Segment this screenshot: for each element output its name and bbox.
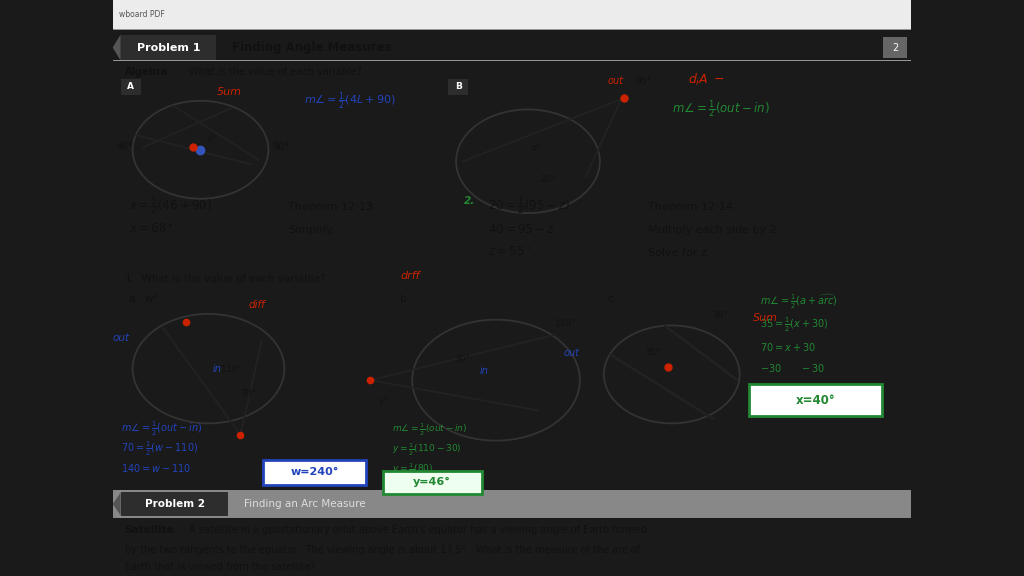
Text: $m\angle = \frac{1}{2}(out-in)$: $m\angle = \frac{1}{2}(out-in)$ (392, 422, 467, 438)
FancyBboxPatch shape (121, 35, 216, 60)
FancyBboxPatch shape (750, 384, 882, 416)
FancyBboxPatch shape (884, 37, 907, 58)
Text: $35 = \frac{1}{2}(x + 30)$: $35 = \frac{1}{2}(x + 30)$ (760, 316, 828, 334)
Text: $70 = \frac{1}{2}(w - 110)$: $70 = \frac{1}{2}(w - 110)$ (121, 440, 198, 458)
Text: B: B (455, 82, 462, 92)
Text: $m\angle = \frac{1}{2}(out - in)$: $m\angle = \frac{1}{2}(out - in)$ (672, 98, 769, 120)
Text: z°: z° (532, 143, 542, 151)
FancyBboxPatch shape (263, 460, 366, 485)
Text: $x = \frac{1}{2}(46 + 90)$: $x = \frac{1}{2}(46 + 90)$ (129, 196, 212, 218)
Text: 95°: 95° (636, 77, 652, 85)
Text: out: out (607, 75, 623, 85)
Text: diff: diff (249, 300, 265, 310)
Text: Problem 2: Problem 2 (144, 499, 205, 509)
Text: $x = 68^\bullet$: $x = 68^\bullet$ (129, 223, 173, 236)
Text: Problem 1: Problem 1 (137, 43, 201, 52)
Text: A: A (127, 82, 134, 92)
Text: 30°: 30° (454, 355, 470, 364)
Text: $140 = w - 110$: $140 = w - 110$ (121, 463, 191, 474)
Text: $\mathit{d_i A\ -}$: $\mathit{d_i A\ -}$ (688, 71, 725, 88)
FancyBboxPatch shape (383, 471, 481, 494)
Text: c.: c. (608, 294, 617, 304)
Text: Satellite: Satellite (125, 525, 174, 535)
Text: Simplify.: Simplify. (289, 225, 335, 235)
Text: A satellite in a geostationary orbit above Earth's equator has a viewing angle o: A satellite in a geostationary orbit abo… (188, 525, 646, 535)
Text: $y = \frac{1}{2}(80)$: $y = \frac{1}{2}(80)$ (392, 462, 433, 479)
Text: 110°: 110° (555, 319, 577, 328)
Text: Multiply each side by 2.: Multiply each side by 2. (648, 225, 780, 235)
FancyBboxPatch shape (121, 79, 140, 95)
Text: 90°: 90° (272, 142, 290, 152)
Text: What is the value of each variable?: What is the value of each variable? (188, 67, 361, 77)
Text: $z = 55^\bullet$: $z = 55^\bullet$ (488, 246, 531, 259)
Text: 70°: 70° (241, 389, 256, 398)
Text: Earth that is viewed from the satellite?: Earth that is viewed from the satellite? (125, 562, 315, 573)
FancyBboxPatch shape (113, 0, 911, 29)
Text: $40 = 95 - z$: $40 = 95 - z$ (488, 223, 555, 236)
Text: Finding Angle Measures: Finding Angle Measures (232, 41, 392, 54)
Text: out: out (563, 348, 580, 358)
Text: y°: y° (379, 397, 388, 406)
Polygon shape (113, 492, 121, 516)
Text: w=240°: w=240° (290, 467, 339, 478)
Text: 5um: 5um (216, 87, 242, 97)
Text: a.: a. (129, 294, 138, 304)
Text: in: in (479, 366, 488, 376)
Text: Sum: Sum (754, 313, 778, 323)
FancyBboxPatch shape (113, 490, 911, 518)
Text: $m\angle = \frac{1}{2}(a + \widehat{arc})$: $m\angle = \frac{1}{2}(a + \widehat{arc}… (760, 293, 838, 311)
Text: in: in (213, 363, 221, 373)
Text: 35°: 35° (644, 348, 660, 357)
Text: 110°: 110° (220, 365, 243, 373)
Text: 2: 2 (892, 43, 898, 52)
Polygon shape (113, 35, 121, 60)
Text: $20 = \frac{1}{2}(95 - z)$: $20 = \frac{1}{2}(95 - z)$ (488, 196, 570, 218)
Text: 30°: 30° (713, 311, 728, 320)
Text: drff: drff (400, 271, 420, 281)
Text: x°: x° (207, 135, 217, 144)
Text: $70 = x + 30$: $70 = x + 30$ (760, 342, 815, 353)
Text: b.: b. (400, 294, 411, 304)
Text: y=46°: y=46° (414, 478, 451, 487)
Text: out: out (113, 334, 130, 343)
FancyBboxPatch shape (449, 79, 468, 95)
Text: $-30\qquad -30$: $-30\qquad -30$ (760, 362, 825, 373)
FancyBboxPatch shape (121, 492, 228, 516)
Text: $m\angle =\frac{1}{2}(4L+90)$: $m\angle =\frac{1}{2}(4L+90)$ (304, 90, 396, 112)
Text: by the two tangents to the equator.  The viewing angle is about 17.5°.  What is : by the two tangents to the equator. The … (125, 545, 639, 555)
Text: Finding an Arc Measure: Finding an Arc Measure (245, 499, 366, 509)
Text: 46°: 46° (117, 142, 134, 152)
Text: w°: w° (144, 294, 159, 304)
Text: Theorem 12·14: Theorem 12·14 (648, 202, 733, 212)
Text: Solve for z.: Solve for z. (648, 248, 711, 258)
Text: 2.: 2. (464, 196, 475, 206)
Text: $m\angle = \frac{1}{2}(out - in)$: $m\angle = \frac{1}{2}(out - in)$ (121, 420, 202, 438)
Text: $y = \frac{1}{2}(110 - 30)$: $y = \frac{1}{2}(110 - 30)$ (392, 442, 462, 458)
Text: wboard PDF: wboard PDF (119, 10, 165, 19)
Text: 1.  What is the value of each variable?: 1. What is the value of each variable? (125, 274, 326, 284)
Text: Algebra: Algebra (125, 67, 168, 77)
Text: 20°: 20° (540, 175, 556, 184)
Text: x=40°: x=40° (796, 394, 836, 407)
Text: Theorem 12·13: Theorem 12·13 (289, 202, 373, 212)
